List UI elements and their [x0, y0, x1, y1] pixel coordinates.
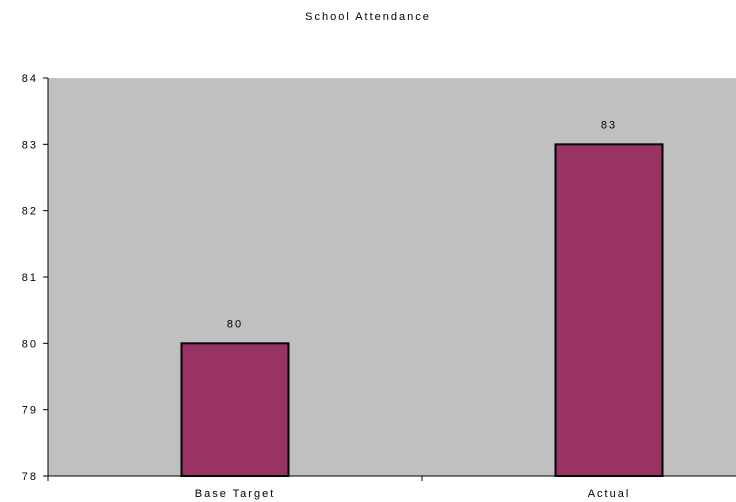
x-tick-label: Actual — [588, 488, 631, 500]
bar-base-target — [180, 342, 290, 478]
y-tick-label: 80 — [22, 338, 38, 350]
x-tick-label: Base Target — [195, 488, 276, 500]
y-tick-label: 78 — [22, 471, 38, 483]
bar-actual — [554, 143, 664, 477]
chart-title: School Attendance — [305, 11, 431, 23]
labels-layer: 80 Base Target 83 Actual 78 79 80 81 82 83 84 — [22, 73, 631, 500]
bars-layer — [180, 143, 664, 478]
y-tick-label: 81 — [22, 272, 38, 284]
y-tick-label: 82 — [22, 206, 38, 218]
data-label: 83 — [601, 119, 617, 131]
y-tick-label: 83 — [22, 139, 38, 151]
axes-layer — [43, 77, 736, 481]
y-tick-label: 84 — [22, 73, 38, 85]
data-label: 80 — [227, 318, 243, 330]
y-tick-label: 79 — [22, 405, 38, 417]
